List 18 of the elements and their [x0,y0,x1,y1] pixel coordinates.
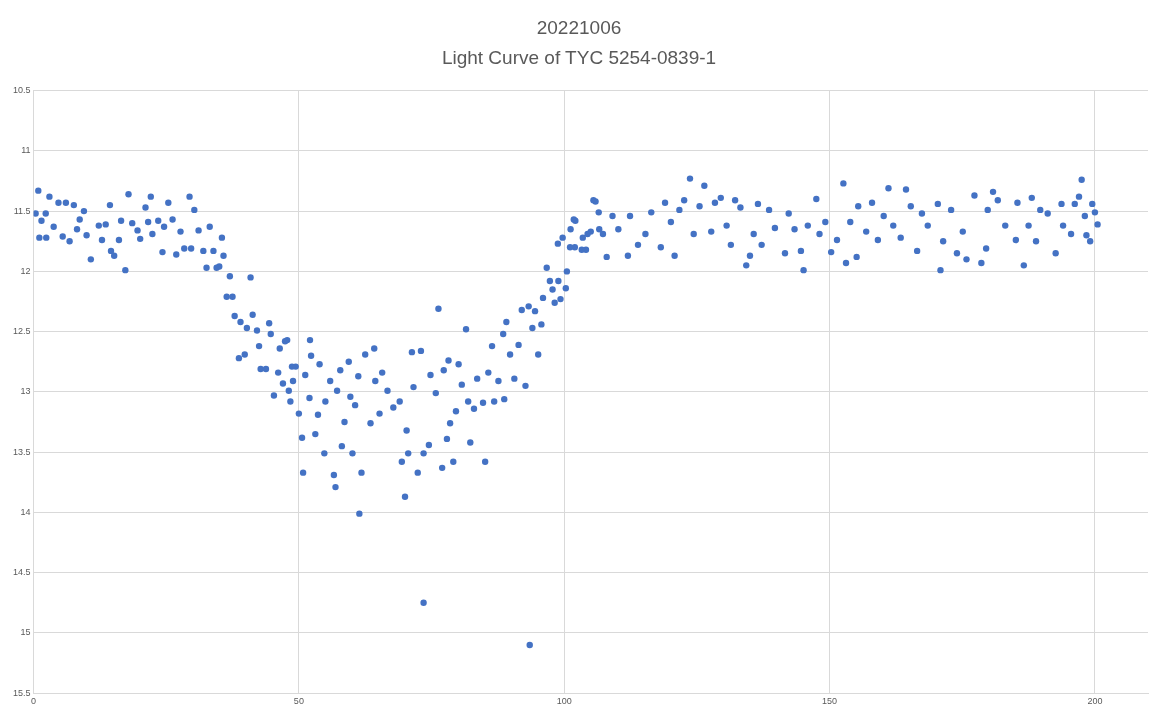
y-tick-label: 12 [20,265,31,276]
chart-title: 20221006 [536,16,622,38]
x-tick-label: 0 [31,696,37,707]
y-tick-label: 15.5 [12,687,31,698]
y-tick-label: 13.5 [12,446,31,457]
x-tick-label: 100 [556,696,572,707]
y-tick-label: 15 [20,627,31,638]
y-tick-label: 14.5 [12,567,31,578]
y-tick-label: 13 [20,386,31,397]
x-tick-label: 50 [293,696,304,707]
x-tick-label: 150 [822,696,838,707]
y-tick-label: 14 [20,506,31,517]
y-tick-label: 10.5 [12,85,31,96]
y-tick-label: 11.5 [13,205,31,216]
x-tick-label: 200 [1087,696,1103,707]
chart-subtitle: Light Curve of TYC 5254-0839-1 [441,47,717,69]
y-tick-label: 12.5 [12,326,31,337]
y-tick-label: 11 [21,145,31,156]
